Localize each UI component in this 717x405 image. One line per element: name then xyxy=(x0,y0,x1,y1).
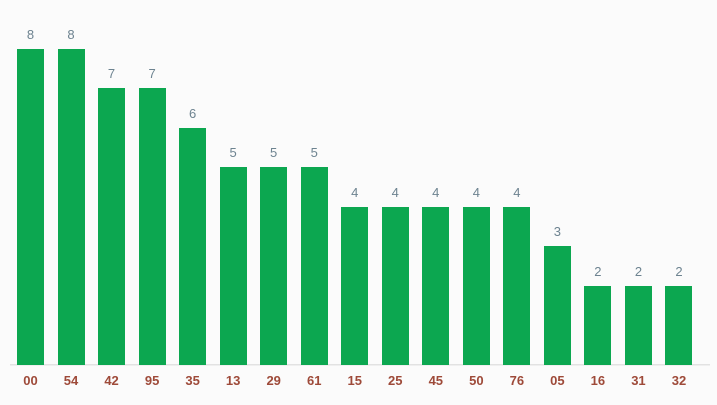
bar[interactable] xyxy=(543,246,571,365)
x-axis-label: 25 xyxy=(388,373,403,388)
bar[interactable] xyxy=(17,49,44,365)
bar[interactable] xyxy=(422,207,450,365)
bar[interactable] xyxy=(462,207,490,365)
x-axis-label: 45 xyxy=(428,373,444,388)
bar-value-label: 5 xyxy=(270,145,278,160)
bar[interactable] xyxy=(219,167,247,365)
bar[interactable] xyxy=(179,128,207,365)
x-axis-label: 05 xyxy=(550,373,565,388)
bar-value-label: 5 xyxy=(310,145,318,160)
x-axis-label: 29 xyxy=(266,373,281,388)
x-axis-label: 32 xyxy=(671,373,687,388)
bar[interactable] xyxy=(138,88,166,365)
bar[interactable] xyxy=(98,88,126,365)
bar-value-label: 4 xyxy=(472,185,480,200)
x-axis-label: 61 xyxy=(306,373,322,388)
bar[interactable] xyxy=(584,286,612,365)
x-axis-label: 31 xyxy=(631,373,646,388)
bar-value-label: 2 xyxy=(675,264,683,279)
x-axis-label: 42 xyxy=(104,373,119,388)
bar[interactable] xyxy=(300,167,328,365)
bar[interactable] xyxy=(665,286,693,365)
bar-value-label: 4 xyxy=(351,185,359,200)
x-axis-label: 13 xyxy=(225,373,241,388)
bar-value-label: 4 xyxy=(391,185,399,200)
x-axis-label: 76 xyxy=(509,373,525,388)
bar[interactable] xyxy=(503,207,531,365)
x-axis-label: 00 xyxy=(23,373,38,388)
x-axis-label: 35 xyxy=(185,373,200,388)
bar-value-label: 2 xyxy=(634,264,643,279)
bar-value-label: 5 xyxy=(229,145,237,160)
bar[interactable] xyxy=(260,167,288,365)
bar-value-label: 3 xyxy=(553,224,561,239)
bar-value-label: 2 xyxy=(594,264,602,279)
bar[interactable] xyxy=(57,49,85,365)
bar[interactable] xyxy=(381,207,409,365)
bar-value-label: 4 xyxy=(513,185,521,200)
bar[interactable] xyxy=(624,286,652,365)
bar-value-label: 4 xyxy=(432,185,440,200)
bar-value-label: 6 xyxy=(188,106,197,121)
x-axis-label: 15 xyxy=(347,373,362,388)
bar-value-label: 8 xyxy=(67,27,75,42)
bar-value-label: 7 xyxy=(107,66,116,81)
x-axis-label: 16 xyxy=(590,373,606,388)
x-axis-label: 50 xyxy=(469,373,484,388)
bar[interactable] xyxy=(341,207,369,365)
x-axis-label: 95 xyxy=(144,373,160,388)
x-axis-label: 54 xyxy=(63,373,79,388)
bar-value-label: 8 xyxy=(26,27,35,42)
bar-value-label: 7 xyxy=(148,66,156,81)
